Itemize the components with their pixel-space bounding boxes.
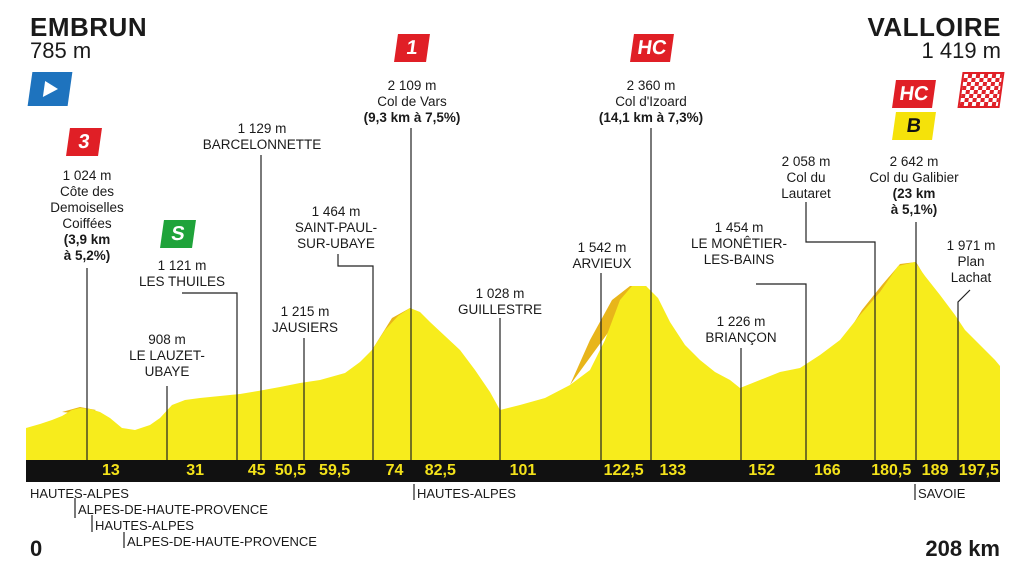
km-marker: 82,5 [424, 462, 456, 479]
leader-line [756, 283, 807, 460]
hc-galibier-badge: HC [892, 80, 936, 108]
leader-line [805, 202, 876, 460]
start-km: 0 [30, 536, 43, 561]
hc-izoard-badge: HC [630, 34, 674, 62]
km-marker: 152 [748, 462, 776, 479]
km-bar [26, 460, 1000, 482]
km-marker: 133 [659, 462, 687, 479]
label-saint-paul: 1 464 m SAINT-PAUL- SUR-UBAYE [294, 204, 378, 251]
label-jausiers: 1 215 m JAUSIERS [271, 304, 339, 335]
label-col-du-lautaret: 2 058 m Col du Lautaret [781, 154, 831, 201]
region-label: ALPES-DE-HAUTE-PROVENCE [127, 534, 317, 549]
label-arvieux: 1 542 m ARVIEUX [572, 240, 632, 271]
region-label: ALPES-DE-HAUTE-PROVENCE [78, 502, 268, 517]
label-barcelonnette: 1 129 m BARCELONNETTE [202, 121, 322, 152]
label-monetier: 1 454 m LE MONÊTIER- LES-BAINS [690, 220, 787, 267]
km-marker: 180,5 [871, 462, 912, 479]
finish-name: VALLOIRE [867, 12, 1001, 42]
km-marker: 74 [385, 462, 404, 479]
km-marker: 197,5 [958, 462, 999, 479]
cat3-badge: 3 [66, 128, 102, 156]
label-col-izoard: 2 360 m Col d'Izoard (14,1 km à 7,3%) [598, 78, 704, 125]
region-label: HAUTES-ALPES [95, 518, 194, 533]
km-marker: 59,5 [319, 462, 351, 479]
region-label: HAUTES-ALPES [417, 486, 516, 501]
km-marker: 189 [921, 462, 949, 479]
label-demoiselles: 1 024 m Côte des Demoiselles Coiffées (3,9 … [50, 168, 124, 263]
start-name: EMBRUN [30, 12, 148, 42]
km-marker: 31 [186, 462, 205, 479]
label-col-du-galibier: 2 642 m Col du Galibier (23 km à 5,1%) [869, 154, 959, 217]
region-label: HAUTES-ALPES [30, 486, 129, 501]
label-plan-lachat: 1 971 m Plan Lachat [946, 238, 996, 285]
km-marker: 50,5 [274, 462, 307, 479]
profile-fill [26, 262, 1000, 460]
label-thuiles: 1 121 m LES THUILES [138, 258, 226, 289]
leader-line [957, 289, 971, 460]
finish-km: 208 km [925, 536, 1000, 561]
km-marker: 13 [101, 462, 120, 479]
bonus-badge: B [892, 112, 936, 140]
leader-line [337, 254, 374, 460]
label-lauzet: 908 m LE LAUZET- UBAYE [129, 332, 205, 379]
label-briancon: 1 226 m BRIANÇON [705, 314, 777, 345]
start-altitude: 785 m [30, 38, 92, 63]
label-guillestre: 1 028 m GUILLESTRE [457, 286, 543, 317]
cat1-badge: 1 [394, 34, 430, 62]
km-marker: 166 [813, 462, 841, 479]
label-col-de-vars: 2 109 m Col de Vars (9,3 km à 7,5%) [363, 78, 461, 125]
sprint-badge: S [160, 220, 196, 248]
km-marker: 122,5 [603, 462, 644, 479]
km-marker: 45 [247, 462, 266, 479]
finish-altitude: 1 419 m [921, 38, 1002, 63]
leader-line [182, 292, 238, 460]
km-marker: 101 [509, 462, 537, 479]
region-label: SAVOIE [918, 486, 966, 501]
